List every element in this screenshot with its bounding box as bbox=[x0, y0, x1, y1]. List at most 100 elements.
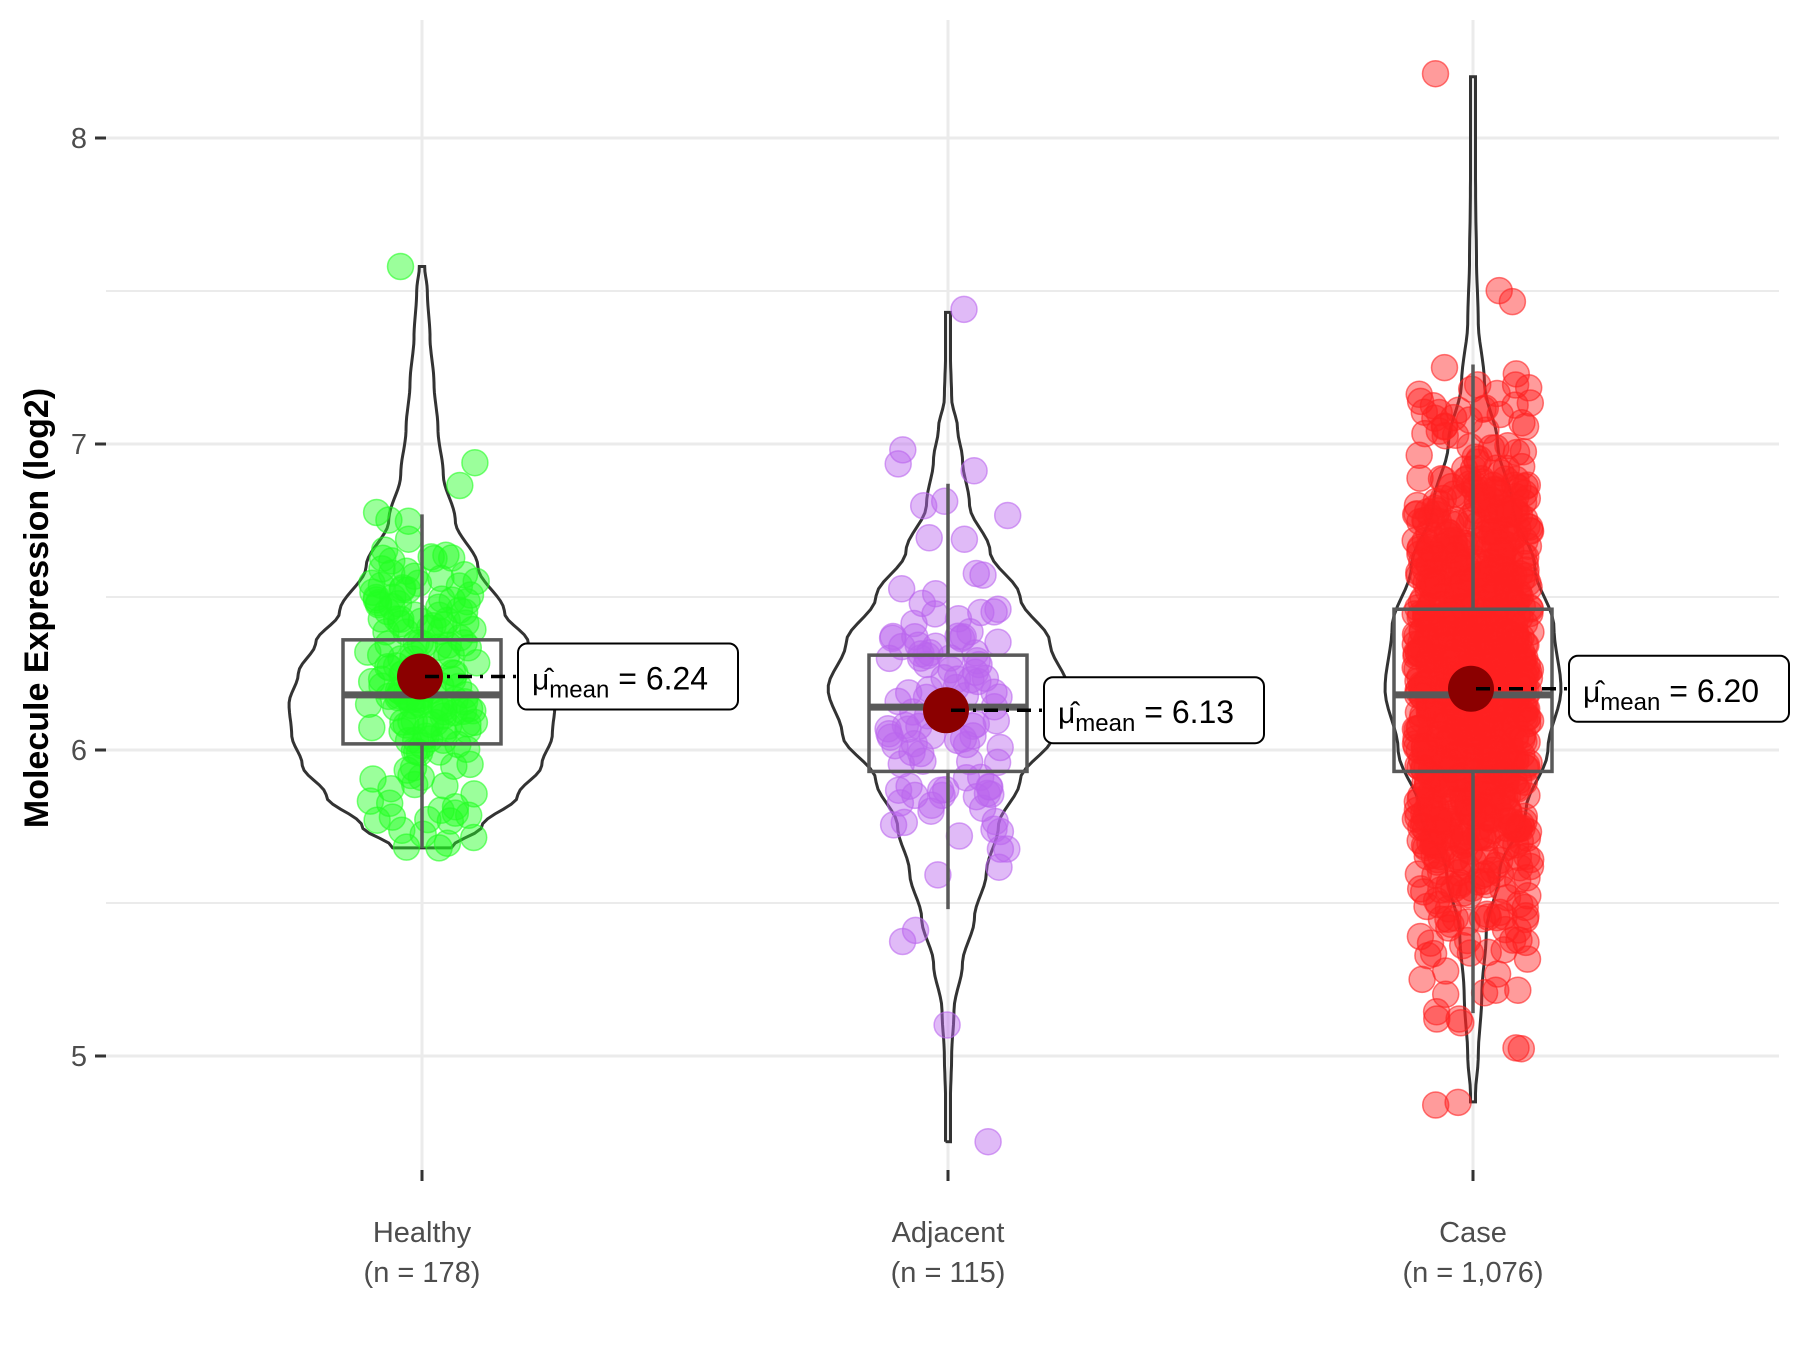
data-point bbox=[876, 723, 905, 751]
data-point bbox=[1483, 528, 1512, 557]
data-point bbox=[993, 835, 1021, 863]
data-point bbox=[1507, 1034, 1536, 1063]
data-point bbox=[1512, 928, 1540, 957]
data-point bbox=[993, 501, 1022, 530]
data-point bbox=[930, 487, 959, 516]
data-point bbox=[950, 295, 978, 324]
data-point bbox=[368, 555, 396, 583]
y-tick-label: 6 bbox=[71, 735, 87, 767]
data-point bbox=[433, 829, 462, 857]
mean-value: = 6.20 bbox=[1660, 673, 1759, 709]
data-point bbox=[1505, 626, 1533, 655]
data-point bbox=[1474, 903, 1503, 931]
data-point bbox=[358, 569, 386, 597]
data-point bbox=[924, 861, 952, 889]
data-point bbox=[1471, 604, 1500, 632]
data-point bbox=[1516, 707, 1545, 735]
data-point bbox=[1419, 391, 1448, 420]
data-point bbox=[955, 747, 984, 776]
data-point bbox=[375, 506, 403, 534]
data-point bbox=[377, 774, 405, 803]
data-point bbox=[1469, 395, 1497, 423]
data-point bbox=[1420, 646, 1448, 674]
x-tick-n-label: (n = 178) bbox=[364, 1257, 481, 1289]
data-point bbox=[961, 658, 990, 687]
data-point bbox=[1401, 630, 1430, 659]
data-point bbox=[1477, 434, 1506, 462]
data-point bbox=[424, 593, 453, 622]
mean-subscript: mean bbox=[1075, 710, 1135, 737]
data-point bbox=[950, 525, 979, 554]
data-point bbox=[1516, 516, 1544, 545]
data-point bbox=[1421, 1091, 1450, 1119]
points-case bbox=[1401, 59, 1545, 1119]
data-point bbox=[1416, 828, 1444, 857]
data-point bbox=[359, 578, 387, 607]
data-point bbox=[1434, 875, 1462, 903]
data-point bbox=[462, 567, 490, 596]
data-point bbox=[1426, 721, 1454, 749]
data-point bbox=[1422, 998, 1451, 1026]
data-point bbox=[441, 799, 470, 827]
data-point bbox=[1431, 980, 1460, 1009]
mean-label-box bbox=[1568, 654, 1790, 723]
data-point bbox=[888, 927, 917, 956]
data-point bbox=[947, 624, 976, 653]
data-point bbox=[1450, 879, 1478, 907]
data-point bbox=[895, 772, 923, 800]
data-point bbox=[974, 1127, 1002, 1156]
data-point bbox=[1408, 965, 1436, 994]
box-iqr bbox=[867, 653, 1029, 774]
jitter-points bbox=[354, 59, 1545, 1156]
data-point bbox=[1404, 803, 1432, 831]
mean-subscript: mean bbox=[1600, 689, 1660, 716]
data-point bbox=[1437, 509, 1465, 538]
x-tick-n-label: (n = 115) bbox=[891, 1257, 1006, 1289]
data-point bbox=[456, 581, 485, 609]
data-point bbox=[1426, 806, 1454, 834]
data-point bbox=[1402, 733, 1431, 762]
mean-dot bbox=[1448, 665, 1494, 712]
data-point bbox=[1406, 464, 1434, 492]
data-point bbox=[1414, 941, 1442, 970]
data-point bbox=[459, 823, 488, 852]
data-point bbox=[986, 733, 1014, 762]
data-point bbox=[432, 541, 460, 570]
data-point bbox=[460, 780, 488, 808]
data-point bbox=[898, 738, 926, 767]
data-point bbox=[1404, 860, 1433, 888]
data-point bbox=[1489, 761, 1517, 790]
data-point bbox=[1483, 379, 1511, 408]
data-point bbox=[986, 835, 1015, 863]
boxplots bbox=[341, 364, 1554, 1014]
data-point bbox=[1423, 1005, 1451, 1033]
data-point bbox=[1402, 639, 1430, 668]
data-point bbox=[445, 596, 474, 624]
data-point bbox=[1504, 976, 1532, 1004]
y-tick-label: 5 bbox=[71, 1041, 87, 1073]
data-point bbox=[368, 544, 397, 573]
data-point bbox=[915, 524, 943, 552]
data-point bbox=[392, 833, 421, 861]
data-point bbox=[1483, 478, 1511, 507]
data-point bbox=[891, 711, 920, 740]
mean-subscript: mean bbox=[549, 677, 609, 704]
data-point bbox=[1413, 497, 1442, 526]
data-point bbox=[1513, 484, 1542, 513]
data-point bbox=[904, 631, 932, 660]
data-point bbox=[440, 752, 468, 780]
data-point bbox=[1482, 976, 1510, 1004]
x-tick-n-label: (n = 1,076) bbox=[1402, 1257, 1543, 1289]
data-point bbox=[887, 575, 916, 603]
data-point bbox=[1424, 890, 1453, 919]
data-point bbox=[359, 765, 387, 793]
data-point bbox=[378, 592, 406, 621]
data-point bbox=[909, 492, 938, 520]
y-tick-label: 8 bbox=[71, 123, 87, 155]
data-point bbox=[394, 507, 423, 535]
data-point bbox=[878, 624, 907, 653]
data-point bbox=[960, 457, 988, 485]
mean-label: μ̂mean = 6.20 bbox=[1583, 673, 1759, 716]
data-point bbox=[402, 628, 430, 657]
data-point bbox=[446, 471, 474, 500]
